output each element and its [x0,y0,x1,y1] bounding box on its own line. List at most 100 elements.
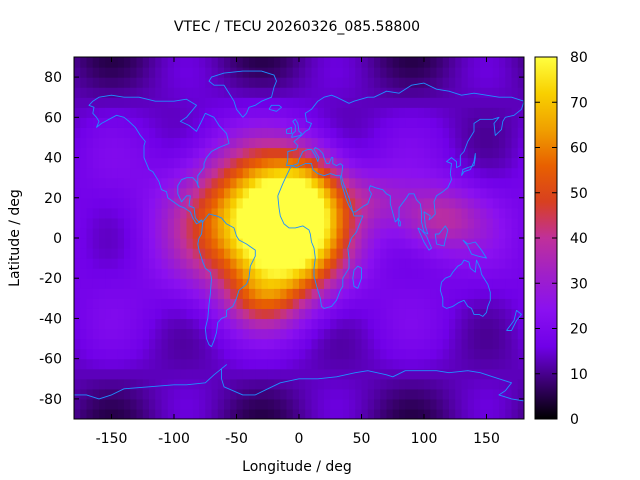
heatmap-cell [311,388,319,400]
heatmap-cell [211,227,219,239]
heatmap-cell [261,298,269,309]
heatmap-cell [155,127,163,139]
heatmap-cell [249,398,256,410]
heatmap-cell [392,408,400,419]
heatmap-cell [142,67,150,78]
heatmap-cell [186,137,194,149]
heatmap-cell [392,177,400,189]
heatmap-cell [86,288,94,299]
heatmap-cell [405,177,413,189]
heatmap-cell [386,258,394,269]
heatmap-cell [342,137,350,149]
heatmap-cell [474,288,481,299]
heatmap-cell [349,238,356,249]
heatmap-cell [492,368,500,380]
heatmap-cell [399,398,406,410]
heatmap-cell [280,318,288,330]
heatmap-cell [149,278,156,289]
heatmap-cell [342,258,350,269]
heatmap-cell [517,258,524,269]
heatmap-cell [224,278,231,289]
heatmap-cell [199,207,206,219]
heatmap-cell [136,368,144,380]
heatmap-cell [99,197,106,209]
heatmap-cell [336,57,344,68]
heatmap-cell [305,258,313,269]
heatmap-cell [86,248,94,259]
heatmap-cell [249,338,256,350]
heatmap-cell [161,328,169,340]
heatmap-cell [355,127,363,139]
heatmap-cell [305,127,313,139]
heatmap-cell [255,348,263,360]
heatmap-cell [180,308,188,320]
heatmap-cell [255,398,263,410]
heatmap-cell [499,398,506,410]
heatmap-cell [349,328,356,340]
heatmap-cell [286,298,294,309]
heatmap-cell [174,238,181,249]
heatmap-cell [117,338,125,350]
heatmap-cell [386,298,394,309]
heatmap-cell [211,398,219,410]
heatmap-cell [174,157,181,169]
heatmap-cell [399,378,406,390]
heatmap-cell [80,258,88,269]
heatmap-cell [324,258,331,269]
heatmap-cell [349,278,356,289]
heatmap-cell [174,117,181,128]
heatmap-cell [430,268,438,279]
heatmap-cell [474,308,481,320]
heatmap-cell [117,248,125,259]
heatmap-cell [455,288,463,299]
heatmap-cell [442,127,450,139]
heatmap-cell [274,318,281,330]
heatmap-cell [505,328,513,340]
heatmap-cell [292,248,300,259]
heatmap-cell [411,318,419,330]
heatmap-cell [274,177,281,189]
heatmap-cell [442,258,450,269]
heatmap-cell [399,318,406,330]
heatmap-cell [311,127,319,139]
heatmap-cell [180,318,188,330]
heatmap-cell [186,388,194,400]
heatmap-cell [155,107,163,118]
heatmap-cell [286,127,294,139]
heatmap-cell [292,338,300,350]
heatmap-cell [249,258,256,269]
heatmap-cell [211,258,219,269]
heatmap-cell [105,127,113,139]
heatmap-cell [299,318,306,330]
coastline [208,70,277,118]
heatmap-cell [99,298,106,309]
heatmap-cell [149,398,156,410]
heatmap-cell [111,117,119,128]
heatmap-cell [111,177,119,189]
heatmap-cell [336,308,344,320]
colorbar-tick-label: 40 [570,231,588,247]
heatmap-cell [386,358,394,370]
heatmap-cell [517,268,524,279]
heatmap-cell [111,308,119,320]
heatmap-cell [292,197,300,209]
heatmap-cell [267,258,275,269]
heatmap-cell [192,298,200,309]
heatmap-cell [261,278,269,289]
heatmap-cell [74,137,81,149]
heatmap-cell [274,57,281,68]
heatmap-cell [130,227,138,239]
heatmap-cell [217,77,225,88]
heatmap-cell [299,348,306,360]
heatmap-cell [205,107,213,118]
heatmap-cell [486,348,494,360]
heatmap-cell [230,238,238,249]
heatmap-cell [474,238,481,249]
heatmap-cell [317,157,325,169]
heatmap-cell [349,227,356,239]
heatmap-cell [86,227,94,239]
heatmap-cell [124,137,131,149]
heatmap-cell [149,217,156,229]
heatmap-cell [486,67,494,78]
